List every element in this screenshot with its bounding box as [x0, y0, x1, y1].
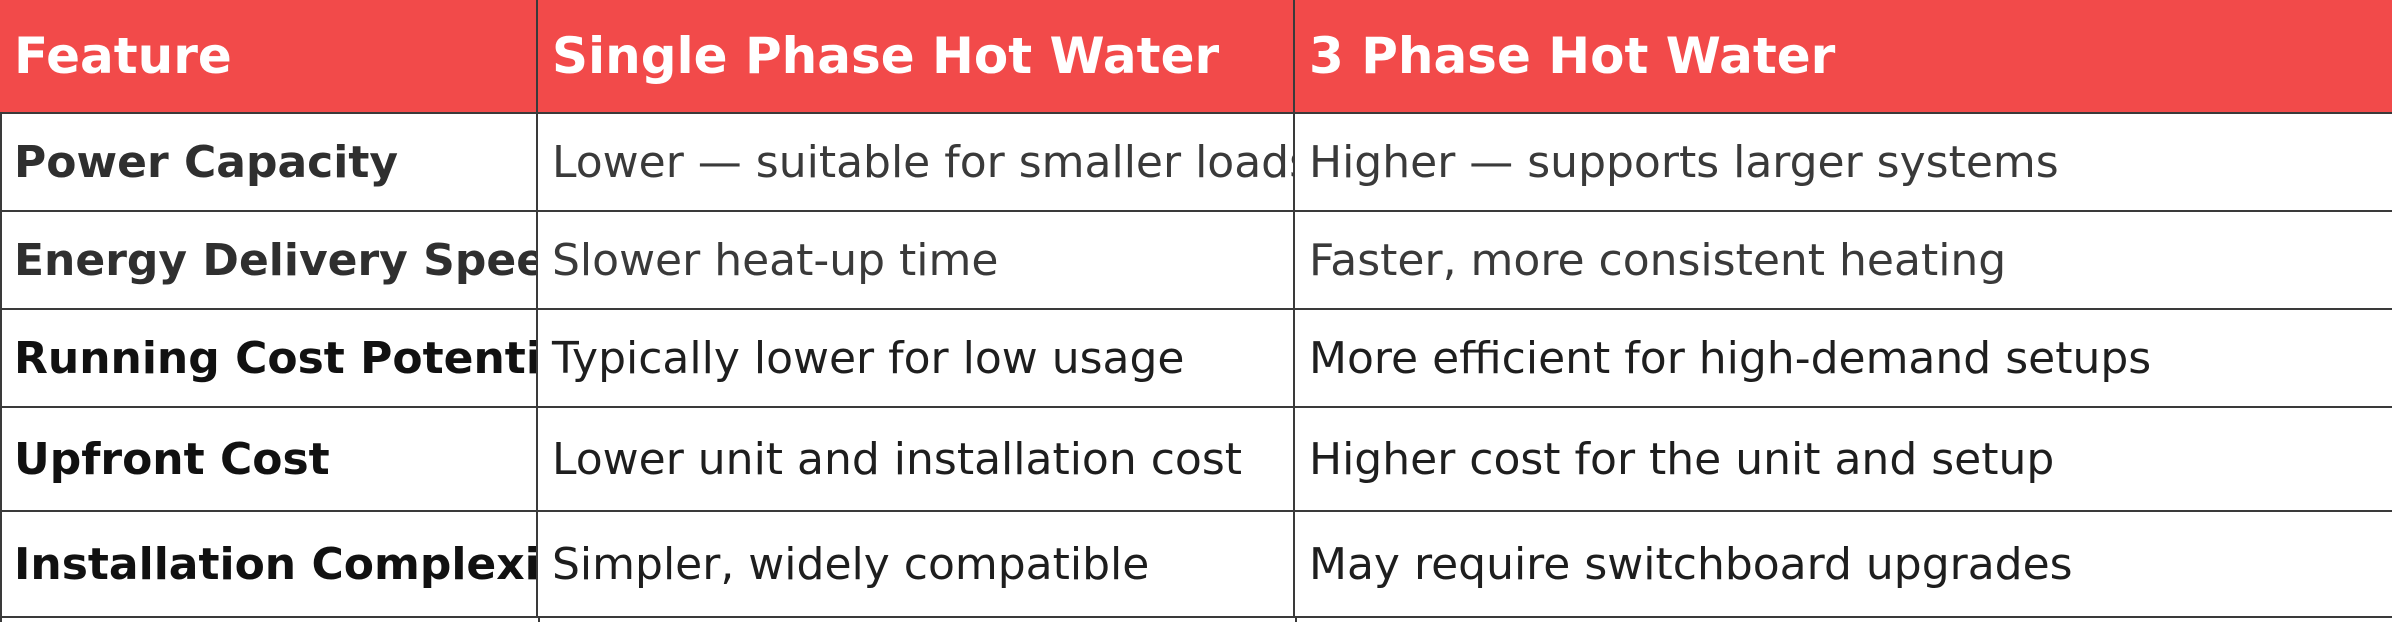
three-phase-cell: Higher — supports larger systems [1309, 136, 2059, 188]
feature-cell: Energy Delivery Speed [0, 212, 538, 308]
header-feature: Feature [0, 0, 538, 112]
header-three-phase: 3 Phase Hot Water [1309, 27, 1836, 85]
three-phase-cell: May require switchboard upgrades [1309, 538, 2073, 590]
table-left-border [0, 0, 2, 622]
three-phase-cell: Faster, more consistent heating [1309, 234, 2007, 286]
three-phase-cell: Higher cost for the unit and setup [1309, 433, 2055, 485]
table-row: Power Capacity Lower — suitable for smal… [0, 112, 2392, 210]
table-row: Energy Delivery Speed Slower heat-up tim… [0, 210, 2392, 308]
single-phase-cell: Lower — suitable for smaller loads [538, 114, 1295, 210]
feature-cell: Upfront Cost [0, 408, 538, 510]
single-phase-cell: Slower heat-up time [538, 212, 1295, 308]
single-phase-cell: Simpler, widely compatible [538, 512, 1295, 616]
three-phase-cell: More efficient for high-demand setups [1309, 332, 2152, 384]
table-row-divider [0, 616, 2392, 622]
feature-cell: Running Cost Potential [0, 310, 538, 406]
column-divider [538, 616, 540, 622]
table-header-row: Feature Single Phase Hot Water 3 Phase H… [0, 0, 2392, 112]
table-row: Running Cost Potential Typically lower f… [0, 308, 2392, 406]
table-row: Upfront Cost Lower unit and installation… [0, 406, 2392, 510]
single-phase-cell: Typically lower for low usage [538, 310, 1295, 406]
table-row: Installation Complexity Simpler, widely … [0, 510, 2392, 616]
single-phase-cell: Lower unit and installation cost [538, 408, 1295, 510]
feature-cell: Power Capacity [0, 114, 538, 210]
column-divider [1295, 616, 1297, 622]
header-single-phase: Single Phase Hot Water [538, 0, 1295, 112]
feature-cell: Installation Complexity [0, 512, 538, 616]
